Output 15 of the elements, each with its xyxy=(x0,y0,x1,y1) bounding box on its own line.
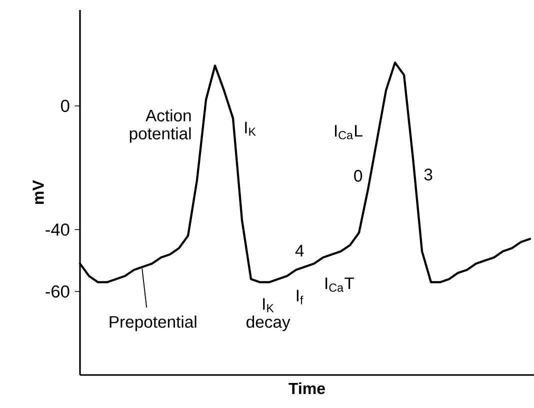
annotation: I$_{Ca}$T xyxy=(326,278,354,292)
y-tick-label: -60 xyxy=(46,285,70,298)
y-tick-label: -40 xyxy=(46,223,70,236)
annotation: 4 xyxy=(295,244,304,256)
y-axis-title: mV xyxy=(32,180,44,204)
annotation: I$_{Ca}$L xyxy=(335,125,362,140)
annotation: I$_{f}$ xyxy=(296,290,304,304)
annotation: Prepotential xyxy=(110,316,196,332)
annotation: Action potential xyxy=(130,109,191,143)
annotation: 3 xyxy=(424,168,432,180)
annotation: I$_{K}$ xyxy=(245,122,256,136)
y-tick-label: 0 xyxy=(60,100,70,112)
x-axis-title: Time xyxy=(288,382,325,394)
annotation: 0 xyxy=(354,170,362,182)
annotation: I$_{K}$ decay xyxy=(246,298,290,332)
